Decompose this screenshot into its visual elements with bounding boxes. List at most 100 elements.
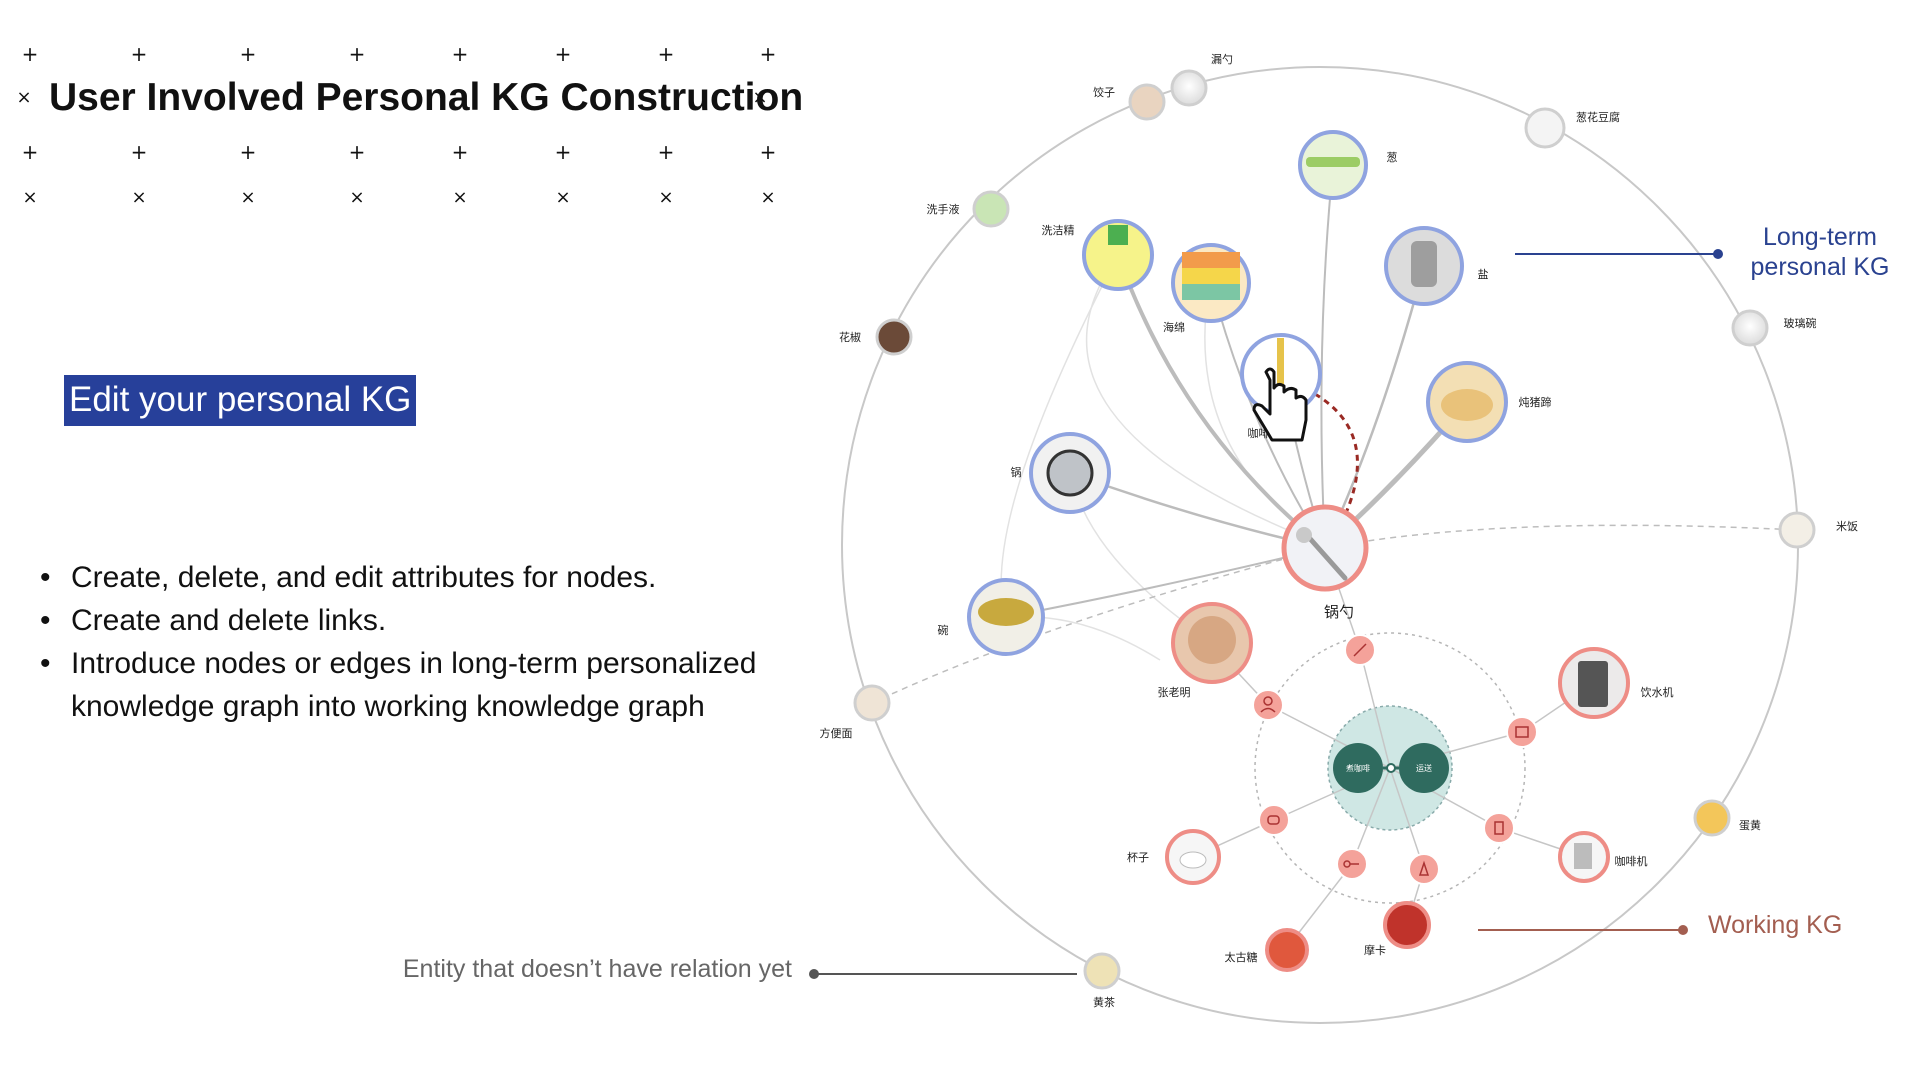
- cluster-left-label: 煮咖啡: [1346, 763, 1370, 773]
- node-label: 盐: [1478, 268, 1489, 281]
- node-label: 饮水机: [1641, 685, 1674, 699]
- graph-node[interactable]: 葱: [1298, 130, 1398, 200]
- graph-node[interactable]: 饺子: [1093, 83, 1166, 121]
- plus-mark-icon: +: [759, 42, 777, 66]
- personal-links: [1005, 164, 1469, 618]
- plus-mark-icon: +: [451, 140, 469, 164]
- graph-node[interactable]: 炖猪蹄: [1426, 361, 1552, 443]
- graph-node[interactable]: 盐: [1384, 226, 1489, 306]
- machine-relation-icon: [1506, 716, 1538, 748]
- personal-kg-nodes: 葱 洗洁精 海绵 盐 咖啡勺 炖猪蹄 锅 碗: [938, 130, 1552, 656]
- node-label: 海绵: [1163, 320, 1185, 334]
- no-relation-annotation: Entity that doesn’t have relation yet: [402, 955, 792, 983]
- graph-node[interactable]: 黄茶: [1083, 952, 1121, 1009]
- graph-node[interactable]: 洗手液: [927, 190, 1010, 228]
- plus-mark-icon: +: [657, 42, 675, 66]
- graph-node[interactable]: 杯子: [1127, 829, 1221, 885]
- times-mark-icon: ×: [22, 187, 38, 208]
- graph-node[interactable]: 米饭: [1778, 511, 1858, 549]
- times-mark-icon: ×: [555, 187, 571, 208]
- annotation-leaders: [809, 249, 1723, 979]
- graph-node[interactable]: 饮水机: [1558, 647, 1674, 719]
- plus-mark-icon: +: [130, 42, 148, 66]
- node-label: 花椒: [839, 330, 861, 344]
- node-label: 方便面: [820, 726, 853, 740]
- graph-node[interactable]: 海绵: [1163, 243, 1251, 334]
- node-label: 蛋黄: [1739, 818, 1761, 832]
- graph-node[interactable]: 花椒: [839, 318, 913, 356]
- working-kg-annotation: Working KG: [1708, 911, 1843, 939]
- graph-node[interactable]: 葱花豆腐: [1524, 107, 1620, 149]
- node-label: 饺子: [1093, 85, 1115, 99]
- node-label: 洗手液: [927, 202, 960, 216]
- node-label: 张老明: [1158, 686, 1191, 699]
- node-label: 杯子: [1127, 850, 1149, 864]
- node-label: 咖啡机: [1615, 854, 1648, 868]
- graph-node[interactable]: 蛋黄: [1693, 799, 1761, 837]
- cluster-node-left: [1333, 743, 1383, 793]
- graph-node[interactable]: 玻璃碗: [1731, 309, 1817, 347]
- plus-mark-icon: +: [759, 140, 777, 164]
- graph-node[interactable]: 方便面: [820, 684, 891, 740]
- plus-mark-icon: +: [239, 42, 257, 66]
- plus-mark-icon: +: [451, 42, 469, 66]
- times-mark-icon: ×: [131, 187, 147, 208]
- bullet-item: Create and delete links.: [40, 599, 800, 642]
- graph-node[interactable]: 咖啡机: [1558, 831, 1648, 883]
- node-label: 锅: [1011, 466, 1022, 479]
- graph-node[interactable]: 漏勺: [1170, 53, 1233, 107]
- plus-mark-icon: +: [554, 140, 572, 164]
- plus-mark-icon: +: [554, 42, 572, 66]
- plus-mark-icon: +: [21, 140, 39, 164]
- graph-node[interactable]: 摩卡: [1364, 901, 1431, 957]
- kettle-relation-icon: [1483, 812, 1515, 844]
- title-times-mark-right: ×: [752, 87, 768, 108]
- node-label: 锅勺: [1324, 603, 1354, 621]
- times-mark-icon: ×: [452, 187, 468, 208]
- node-label: 太古糖: [1225, 950, 1258, 964]
- graph-node[interactable]: 张老明: [1158, 602, 1253, 699]
- cluster-right-label: 运送: [1416, 763, 1432, 773]
- node-label: 玻璃碗: [1784, 316, 1817, 330]
- plus-mark-icon: +: [21, 42, 39, 66]
- title-times-mark-left: ×: [16, 87, 32, 108]
- node-label: 葱花豆腐: [1576, 110, 1620, 124]
- plus-mark-icon: +: [657, 140, 675, 164]
- node-label: 洗洁精: [1042, 224, 1075, 237]
- graph-node[interactable]: 锅: [1011, 432, 1111, 514]
- node-label: 碗: [938, 623, 949, 637]
- cluster-node-right: [1399, 743, 1449, 793]
- node-label: 黄茶: [1093, 995, 1115, 1009]
- dashed-links: [871, 524, 1798, 704]
- graph-node[interactable]: 太古糖: [1225, 928, 1309, 972]
- outer-ring-nodes: 漏勺 饺子 葱花豆腐 洗手液 花椒 玻璃碗 米饭 方便面 蛋黄 黄茶: [820, 53, 1859, 1009]
- graph-node[interactable]: 碗: [938, 578, 1045, 656]
- plus-mark-icon: +: [239, 140, 257, 164]
- graph-node[interactable]: 洗洁精: [1042, 219, 1154, 291]
- page-title: User Involved Personal KG Construction: [49, 76, 804, 119]
- feature-bullet-list: Create, delete, and edit attributes for …: [40, 556, 800, 728]
- plus-mark-icon: +: [348, 42, 366, 66]
- working-kg: 煮咖啡 运送: [1192, 547, 1595, 949]
- node-label: 米饭: [1836, 520, 1858, 533]
- node-label: 漏勺: [1211, 53, 1233, 66]
- bullet-item: Create, delete, and edit attributes for …: [40, 556, 800, 599]
- edit-personal-kg-heading: Edit your personal KG: [64, 375, 417, 426]
- times-mark-icon: ×: [658, 187, 674, 208]
- times-mark-icon: ×: [240, 187, 256, 208]
- plus-mark-icon: +: [348, 140, 366, 164]
- hand-cursor-icon: [1252, 367, 1308, 442]
- cup-relation-icon: [1258, 804, 1290, 836]
- plus-mark-icon: +: [130, 140, 148, 164]
- node-label: 摩卡: [1364, 943, 1386, 957]
- long-term-kg-annotation: Long-term personal KG: [1750, 223, 1890, 281]
- bullet-item: Introduce nodes or edges in long-term pe…: [40, 642, 800, 728]
- bottle-relation-icon: [1408, 853, 1440, 885]
- times-mark-icon: ×: [349, 187, 365, 208]
- node-label: 炖猪蹄: [1519, 395, 1552, 409]
- center-node[interactable]: 锅勺: [1281, 504, 1369, 621]
- node-label: 葱: [1387, 151, 1398, 164]
- working-kg-nodes: 张老明 饮水机 杯子 咖啡机 太古糖 摩卡: [1127, 602, 1674, 972]
- times-mark-icon: ×: [760, 187, 776, 208]
